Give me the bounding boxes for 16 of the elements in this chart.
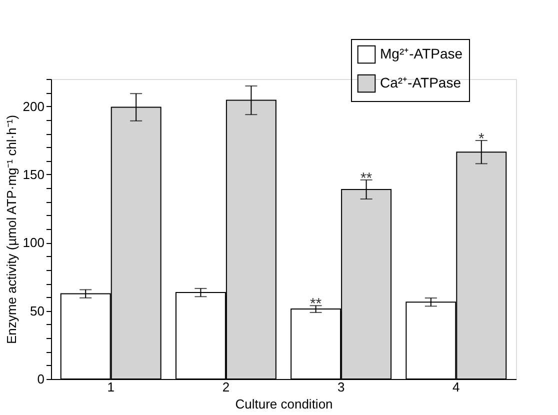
x-axis-title: Culture condition bbox=[235, 396, 333, 412]
y-tick-label: 0 bbox=[37, 372, 44, 386]
legend-label: Ca²⁺-ATPase bbox=[380, 74, 462, 90]
annotation: ** bbox=[310, 296, 322, 313]
y-tick-label: 50 bbox=[30, 303, 44, 318]
x-tick-label: 1 bbox=[107, 380, 114, 394]
x-tick-label: 4 bbox=[452, 380, 460, 394]
legend-label: Mg²⁺-ATPase bbox=[380, 46, 463, 62]
annotation: * bbox=[478, 130, 484, 148]
y-tick-label: 100 bbox=[22, 235, 44, 250]
y-tick-label: 150 bbox=[22, 166, 44, 182]
x-tick-label: 3 bbox=[337, 380, 345, 394]
y-tick-label: 200 bbox=[22, 98, 44, 114]
annotation: ** bbox=[360, 170, 372, 187]
y-axis-title: Enzyme activity (µmol ATP·mg⁻¹ chl·h⁻¹) bbox=[4, 114, 19, 344]
x-tick-label: 2 bbox=[222, 380, 230, 394]
